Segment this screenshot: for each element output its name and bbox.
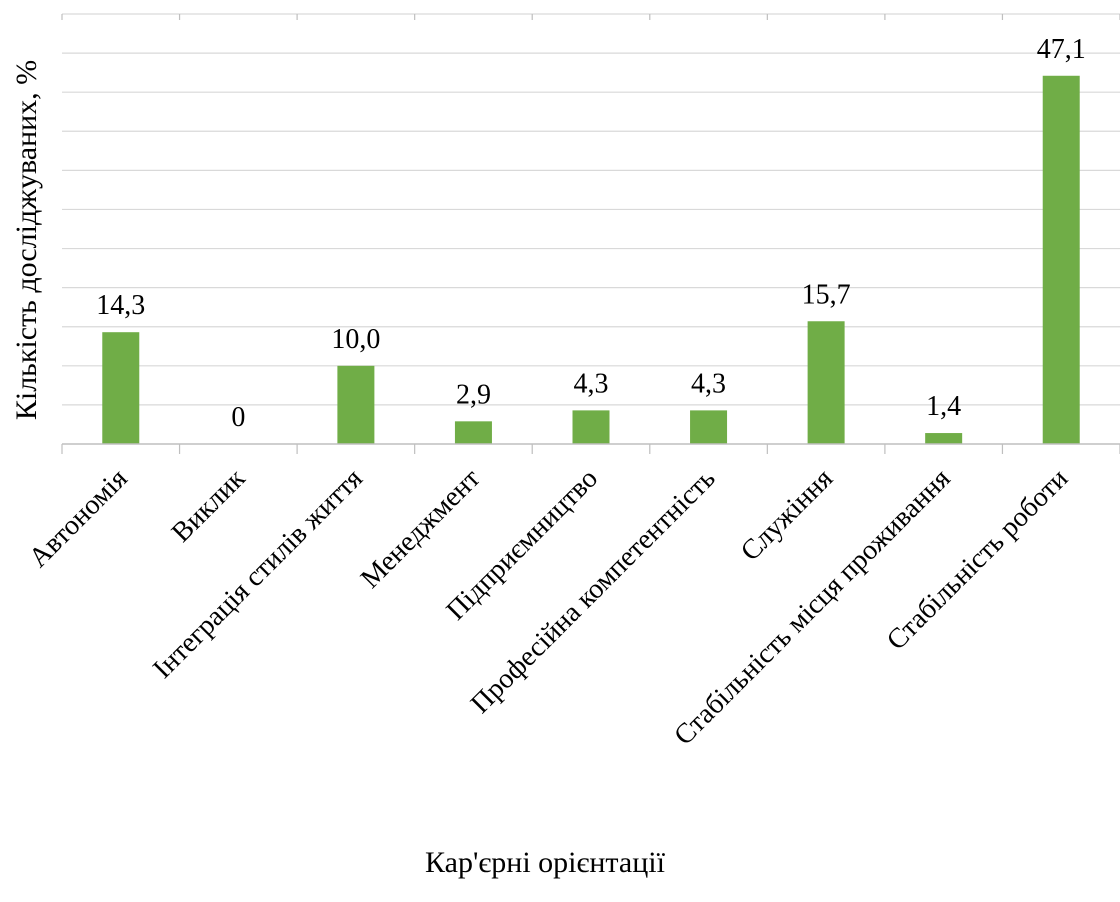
data-label: 4,3: [691, 368, 726, 399]
x-tick-label: Інтеграція стилів життя: [147, 463, 369, 685]
bar: [925, 433, 963, 444]
x-tick-label: Автономія: [23, 463, 134, 574]
x-axis-title: Кар'єрні орієнтації: [425, 846, 666, 879]
data-label: 10,0: [331, 324, 380, 355]
x-tick-label: Менеджмент: [355, 463, 486, 594]
bar: [454, 421, 492, 444]
x-axis: [61, 14, 1120, 454]
data-label: 15,7: [802, 279, 851, 310]
data-label: 47,1: [1037, 34, 1086, 65]
gridlines: [62, 13, 1120, 406]
data-label: 1,4: [926, 391, 961, 422]
x-tick-label: Професійна компетентність: [465, 463, 722, 720]
bar: [807, 321, 845, 444]
data-label: 0: [231, 402, 245, 433]
x-tick-label: Виклик: [166, 463, 252, 549]
bar: [337, 365, 375, 444]
bars: [102, 75, 1080, 444]
data-label: 14,3: [96, 290, 145, 321]
data-labels: 14,3 0 10,0 2,9 4,3 4,3 15,7 1,4 47,1: [96, 34, 1085, 433]
bar: [690, 410, 728, 444]
bar: [1042, 75, 1080, 444]
x-tick-label: Служіння: [735, 463, 839, 567]
bar: [102, 332, 140, 444]
bar: [572, 410, 610, 444]
data-label: 4,3: [574, 368, 609, 399]
data-label: 2,9: [456, 379, 491, 410]
y-axis-title: Кількість досліджуваних, %: [10, 60, 43, 420]
